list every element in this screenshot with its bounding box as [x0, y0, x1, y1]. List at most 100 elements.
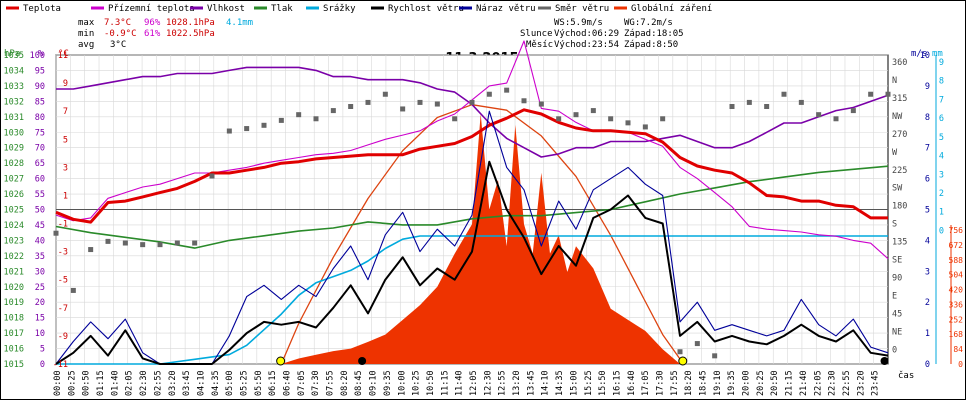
- hpa-tick: 1034: [4, 66, 24, 76]
- hpa-tick: 1016: [4, 345, 24, 355]
- x-tick-label: 02:05: [125, 370, 135, 396]
- hpa-tick: 1019: [4, 298, 24, 308]
- ms-tick: 0: [925, 360, 930, 370]
- mm-tick: 1: [939, 208, 944, 218]
- hpa-tick: 1023: [4, 236, 24, 246]
- direction-tick: W: [892, 148, 898, 158]
- x-tick-label: 11:15: [440, 370, 450, 396]
- pct-tick: 50: [35, 206, 45, 216]
- x-tick-label: 16:40: [627, 370, 637, 396]
- x-tick-label: 23:45: [871, 370, 881, 396]
- wind-direction-point: [850, 108, 856, 114]
- pct-tick: 40: [35, 236, 45, 246]
- sun-moon-info: WS:5.9m/s WG:7.2m/s Slunce Východ:06:29 Zápa…: [520, 18, 684, 50]
- x-tick-label: 17:55: [670, 370, 680, 396]
- x-tick-label: 15:50: [598, 370, 608, 396]
- stat-label: max: [78, 18, 95, 28]
- legend-label: Srážky: [323, 4, 356, 14]
- wind-direction-point: [573, 112, 579, 118]
- degc-tick: 5: [63, 135, 68, 145]
- x-tick-label: 15:00: [569, 370, 579, 396]
- wind-direction-point: [278, 117, 284, 123]
- pct-tick: 85: [35, 97, 45, 107]
- x-tick-label: 11:40: [455, 370, 465, 396]
- direction-tick: SE: [892, 256, 902, 266]
- ms-tick: 7: [925, 144, 930, 154]
- wind-direction-point: [330, 108, 336, 114]
- wind-direction-point: [88, 247, 94, 253]
- hpa-tick: 1032: [4, 97, 24, 107]
- x-tick-label: 22:05: [813, 370, 823, 396]
- pct-tick: 55: [35, 190, 45, 200]
- pct-tick: 80: [35, 113, 45, 123]
- degc-tick: 11: [58, 51, 68, 61]
- pct-tick: 25: [35, 283, 45, 293]
- hpa-tick: 1025: [4, 206, 24, 216]
- x-tick-label: 05:50: [254, 370, 264, 396]
- wind-direction-point: [764, 104, 770, 109]
- x-tick-label: 05:00: [225, 370, 235, 396]
- pct-tick: 100: [30, 51, 45, 61]
- mm-unit: mm: [932, 49, 943, 59]
- pct-tick: 60: [35, 175, 45, 185]
- wind-direction-point: [590, 108, 596, 114]
- x-tick-label: 05:25: [239, 370, 249, 396]
- hpa-unit: hPa: [4, 49, 20, 59]
- hpa-tick: 1031: [4, 113, 24, 123]
- x-tick-label: 20:00: [742, 370, 752, 396]
- stat-value: -0.9°C: [104, 29, 137, 39]
- hpa-tick: 1017: [4, 329, 24, 339]
- x-tick-label: 12:05: [469, 370, 479, 396]
- x-tick-label: 07:55: [326, 370, 336, 396]
- x-tick-label: 08:45: [354, 370, 364, 396]
- degc-tick: 7: [63, 107, 68, 117]
- x-tick-label: 01:40: [110, 370, 120, 396]
- x-tick-label: 10:00: [397, 370, 407, 396]
- wind-direction-point: [486, 91, 492, 97]
- info-sun-label: Slunce: [520, 29, 553, 39]
- ms-tick: 1: [925, 329, 930, 339]
- wind-direction-point: [885, 91, 891, 97]
- x-tick-label: 12:30: [483, 370, 493, 396]
- direction-tick: 90: [892, 274, 902, 284]
- hpa-tick: 1018: [4, 314, 24, 324]
- degc-unit: °C: [58, 49, 69, 59]
- moon-marker: [880, 357, 889, 365]
- info-wg: WG:7.2m/s: [624, 18, 673, 28]
- stat-value: 1022.5hPa: [166, 29, 215, 39]
- stat-value: 3°C: [110, 40, 126, 50]
- wind-direction-point: [70, 287, 76, 293]
- pct-tick: 70: [35, 144, 45, 154]
- x-tick-label: 22:55: [842, 370, 852, 396]
- wind-direction-point: [677, 349, 683, 355]
- stat-value: 96%: [144, 18, 161, 28]
- ms-tick: 9: [925, 82, 930, 92]
- info-moon-rise: Východ:23:54: [554, 40, 619, 50]
- ms-tick: 8: [925, 113, 930, 123]
- x-tick-label: 06:40: [283, 370, 293, 396]
- wind-direction-point: [660, 116, 666, 122]
- temperature-line: [55, 108, 888, 224]
- wind-direction-point: [226, 128, 232, 134]
- hpa-tick: 1029: [4, 144, 24, 154]
- mm-tick: 4: [939, 152, 944, 162]
- wind-direction-point: [105, 238, 111, 244]
- wind-direction-point: [209, 173, 215, 179]
- mm-tick: 6: [939, 114, 944, 124]
- info-ws: WS:5.9m/s: [554, 18, 603, 28]
- ms-tick: 6: [925, 175, 930, 185]
- pct-tick: 10: [35, 329, 45, 339]
- wind-direction-point: [746, 99, 752, 105]
- x-tick-label: 07:30: [311, 370, 321, 396]
- wind-direction-point: [417, 99, 423, 105]
- degc-tick: -11: [53, 360, 68, 370]
- x-tick-label: 02:30: [139, 370, 149, 396]
- legend-label: Směr větru: [555, 4, 609, 14]
- degc-tick: 1: [63, 191, 68, 201]
- wind-direction-point: [642, 124, 648, 130]
- stat-value: 7.3°C: [104, 18, 131, 28]
- legend-label: Vlhkost: [207, 4, 245, 14]
- legend-label: Teplota: [23, 4, 61, 14]
- degc-tick: -9: [58, 332, 68, 342]
- x-tick-label: 21:40: [799, 370, 809, 396]
